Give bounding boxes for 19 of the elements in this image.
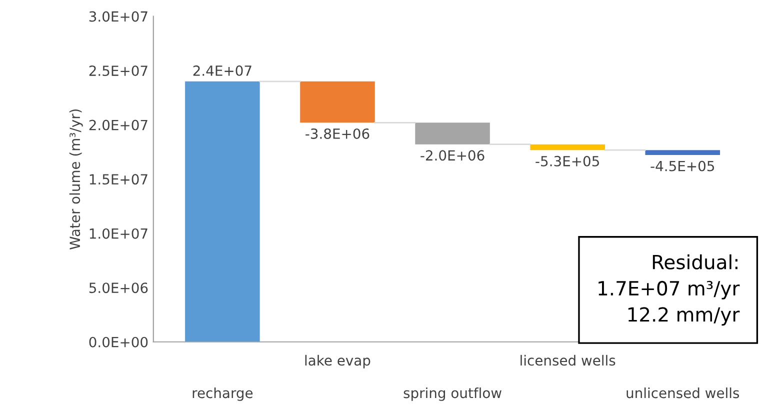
data-label: -5.3E+05 [536,156,599,166]
x-tick-label: recharge [192,387,253,401]
annotation: Residual: 1.7E+07 m³/yr 12.2 mm/yr [598,254,740,326]
y-axis-title: Water olume (m³/yr) [69,109,83,250]
data-label: -4.5E+05 [650,160,714,172]
x-tick-label: lake evap [305,354,370,368]
y-tick-label: 1.0E+07 [90,228,148,239]
y-tick-label: 1.5E+07 [90,174,148,185]
data-label: -2.0E+06 [420,150,484,161]
y-tick-label: 2.0E+07 [89,120,148,130]
x-tick-label: licensed wells [520,354,616,366]
data-label: -3.8E+06 [306,128,370,139]
x-tick-label: unlicensed wells [626,387,740,398]
y-tick-label: 5.0E+06 [89,282,148,294]
y-tick-label: 2.5E+07 [89,66,148,76]
data-label: 2.4E+07 [193,65,252,76]
y-tick-label: 3.0E+07 [89,11,148,22]
y-tick-label: 0.0E+00 [89,336,148,348]
x-tick-label: spring outflow [404,387,502,401]
